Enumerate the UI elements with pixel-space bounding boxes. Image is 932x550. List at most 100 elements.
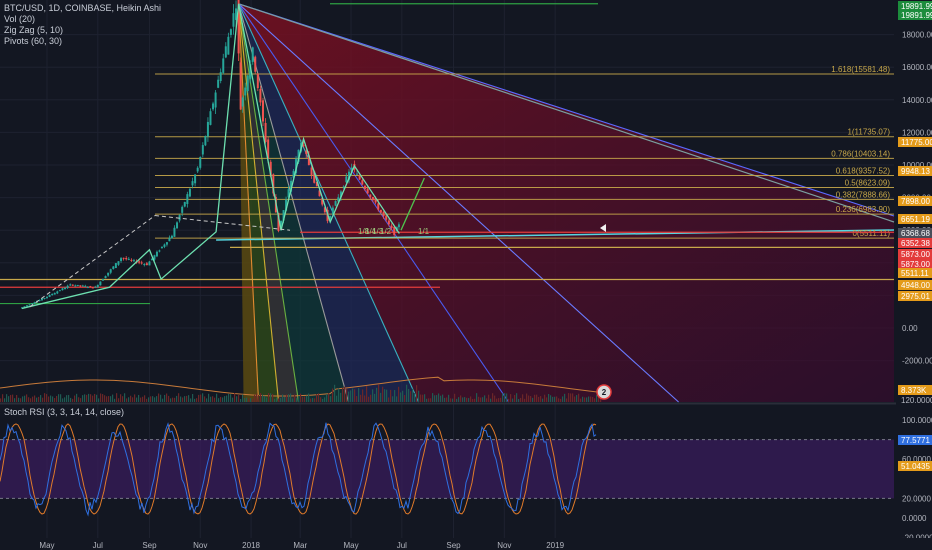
volume-bar <box>146 398 148 402</box>
volume-bar <box>290 393 292 402</box>
volume-bar <box>424 394 426 402</box>
volume-bar <box>24 395 26 402</box>
stoch-tick-label: 100.0000 <box>902 416 932 425</box>
volume-bar <box>280 397 282 402</box>
candle-body <box>342 186 345 188</box>
volume-bar <box>246 397 248 402</box>
time-axis[interactable]: May Jul Sep Nov 2018 Mar May Jul Sep Nov 2019 <box>39 541 564 550</box>
volume-bar <box>52 396 54 402</box>
volume-bar <box>336 395 338 402</box>
fan-ray <box>238 3 300 403</box>
candle-body <box>310 167 313 175</box>
volume-bar <box>596 395 598 402</box>
fan-zone-red <box>238 3 894 403</box>
volume-bar <box>532 397 534 402</box>
volume-bar <box>38 396 40 402</box>
volume-bar <box>108 396 110 402</box>
volume-bar <box>194 398 196 402</box>
price-badge-text: 5873.00 <box>901 260 930 269</box>
indicator-zigzag[interactable]: Zig Zag (5, 10) <box>4 25 64 35</box>
time-tick-label: Mar <box>293 541 307 550</box>
volume-bar <box>294 394 296 402</box>
volume-bar <box>536 394 538 402</box>
volume-bar <box>318 393 320 402</box>
candle-body <box>114 263 117 269</box>
volume-bar <box>180 396 182 402</box>
candle-body <box>305 150 308 155</box>
volume-bar <box>196 398 198 402</box>
candle-body <box>337 197 340 202</box>
volume-bar <box>302 396 304 402</box>
candle-body <box>76 284 79 286</box>
candle-body <box>109 269 112 273</box>
candle-body <box>232 13 235 27</box>
price-badge-text: 6368.68 <box>901 229 930 238</box>
current-price-arrow[interactable] <box>600 224 606 232</box>
volume-bar <box>420 394 422 402</box>
volume-bar <box>152 396 154 402</box>
volume-bar <box>416 385 418 402</box>
candle-body <box>183 201 186 207</box>
volume-bar <box>234 393 236 402</box>
time-tick-label: 2019 <box>546 541 564 550</box>
volume-bar <box>182 397 184 402</box>
stoch-title[interactable]: Stoch RSI (3, 3, 14, 14, close) <box>4 407 125 417</box>
candle-body <box>74 285 77 287</box>
volume-bar <box>556 396 558 402</box>
volume-bar <box>176 395 178 402</box>
volume-bar <box>530 396 532 402</box>
candle-body <box>56 291 59 294</box>
candle-body <box>107 272 110 276</box>
indicator-volume[interactable]: Vol (20) <box>4 14 36 24</box>
candle-body <box>295 159 298 174</box>
volume-bar <box>584 397 586 402</box>
volume-bar <box>582 396 584 402</box>
candle-body <box>280 220 283 230</box>
time-tick-label: Jul <box>397 541 407 550</box>
volume-bar <box>136 397 138 402</box>
candle-body <box>122 257 125 259</box>
volume-bar <box>74 395 76 402</box>
fan-label: 1/4 <box>365 227 377 236</box>
volume-bar <box>162 398 164 402</box>
price-badge-text: 8.373K <box>901 386 927 395</box>
volume-bar <box>510 394 512 402</box>
volume-bar <box>466 397 468 402</box>
volume-bar <box>564 393 566 402</box>
candle-body <box>150 258 153 260</box>
volume-bar <box>16 394 18 402</box>
volume-bar <box>570 393 572 402</box>
volume-bar <box>306 395 308 402</box>
volume-bar <box>422 394 424 402</box>
volume-bar <box>572 393 574 402</box>
volume-badge[interactable]: 2 <box>596 384 612 400</box>
time-axis-bg <box>0 538 932 550</box>
volume-bar <box>26 394 28 402</box>
fib-level-label: 0.786(10403.14) <box>831 149 890 158</box>
volume-bar <box>292 398 294 402</box>
volume-bar <box>40 395 42 402</box>
volume-bar <box>178 393 180 402</box>
volume-bar <box>122 396 124 402</box>
indicator-pivots[interactable]: Pivots (60, 30) <box>4 36 63 46</box>
chart-legend: BTC/USD, 1D, COINBASE, Heikin Ashi Vol (… <box>4 3 161 47</box>
volume-bar <box>296 398 298 402</box>
volume-bar <box>518 398 520 402</box>
candle-body <box>369 194 372 198</box>
price-badge-text: 5511.11 <box>901 269 929 278</box>
volume-bar <box>566 398 568 402</box>
volume-bar <box>400 392 402 402</box>
volume-bar <box>154 397 156 402</box>
volume-bar <box>236 396 238 402</box>
fib-level-label: 0.5(8623.09) <box>845 178 891 187</box>
volume-bar <box>498 398 500 402</box>
candle-body <box>379 209 382 213</box>
candle-body <box>307 155 310 166</box>
volume-bar <box>10 394 12 402</box>
candle-body <box>40 298 43 301</box>
volume-bar <box>150 396 152 402</box>
volume-bar <box>330 396 332 402</box>
volume-bar <box>168 395 170 402</box>
